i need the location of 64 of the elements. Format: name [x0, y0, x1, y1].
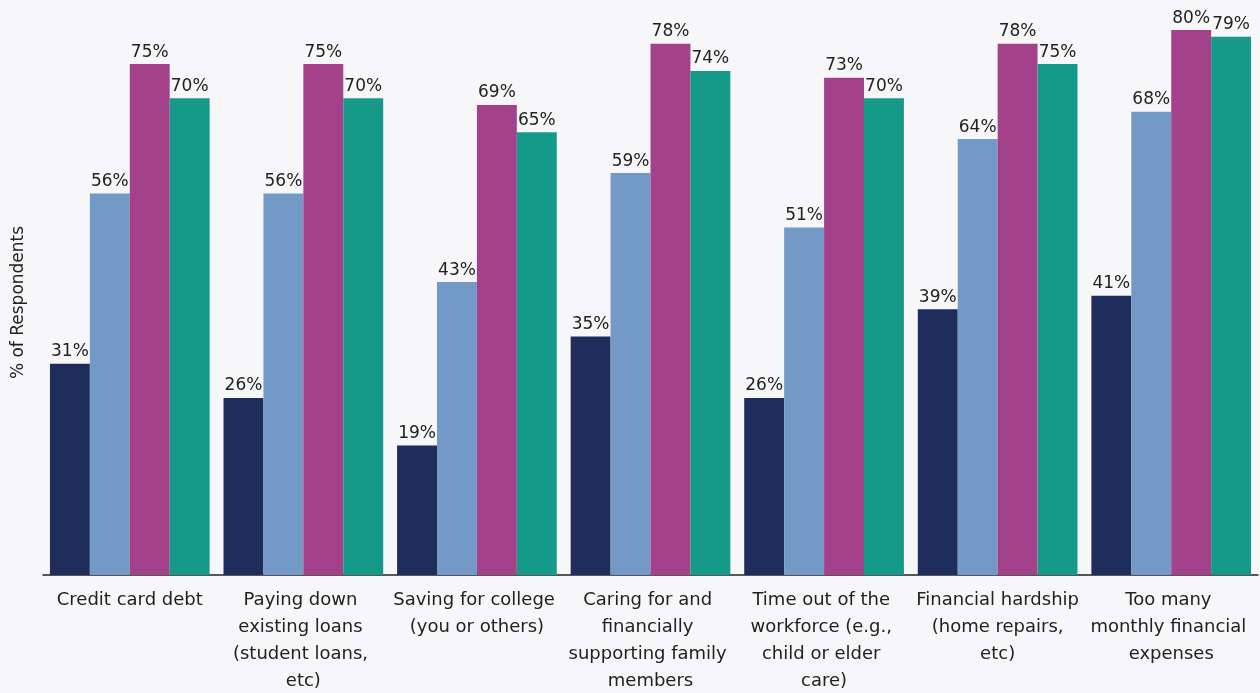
bar [824, 77, 864, 575]
bar [1131, 111, 1172, 575]
data-label: 79% [1212, 13, 1250, 34]
bar [957, 139, 998, 575]
y-axis-title: % of Respondents [6, 225, 27, 380]
data-label: 75% [304, 40, 343, 61]
data-label: 41% [1092, 272, 1131, 293]
data-label: 69% [477, 81, 516, 102]
data-label: 39% [918, 285, 957, 306]
bar [129, 64, 170, 575]
bar [650, 43, 691, 575]
bar [863, 98, 904, 575]
x-tick-label: Credit card debt [56, 588, 203, 609]
data-label: 56% [264, 170, 303, 190]
x-tick-label: Caring for and financially supporting family members [568, 588, 733, 690]
data-label: 31% [51, 340, 89, 361]
bar [690, 70, 731, 575]
bar [997, 43, 1038, 575]
bar [49, 363, 90, 575]
bar [1091, 295, 1132, 575]
data-label: 68% [1132, 88, 1171, 109]
data-label: 78% [651, 20, 690, 41]
x-tick-label: Time out of the workforce (e.g., child or elder care) [750, 588, 898, 690]
bar [223, 397, 264, 575]
bar [437, 282, 477, 575]
bar [343, 98, 384, 575]
data-label: 35% [571, 313, 610, 334]
x-tick-label: Financial hardship (home repairs, etc) [916, 588, 1079, 663]
bar [570, 336, 611, 575]
bar [1037, 64, 1078, 575]
bar [744, 397, 785, 575]
bar [1171, 30, 1212, 575]
data-label: 73% [825, 54, 863, 75]
x-tick-label: Saving for college (you or others) [393, 588, 561, 636]
bar [917, 309, 958, 575]
data-label: 70% [344, 74, 383, 95]
data-label: 80% [1172, 6, 1211, 27]
data-label: 75% [130, 40, 169, 61]
bar [610, 173, 651, 575]
data-label: 26% [745, 374, 784, 395]
data-label: 74% [691, 47, 730, 68]
data-label: 75% [1038, 40, 1077, 61]
data-label: 70% [170, 74, 209, 95]
bar [1211, 36, 1252, 575]
bar [303, 64, 344, 575]
data-label: 56% [90, 170, 129, 190]
bar [169, 98, 210, 575]
bar [784, 227, 825, 575]
data-label: 51% [785, 204, 824, 225]
data-label: 43% [438, 258, 476, 279]
bar [89, 193, 130, 575]
bar [516, 132, 557, 575]
data-label: 65% [517, 108, 556, 129]
data-label: 78% [998, 20, 1037, 41]
data-label: 70% [865, 74, 903, 95]
x-tick-label: Too many monthly financial expenses [1090, 588, 1253, 663]
x-tick-label: Paying down existing loans (student loans, etc) [232, 588, 374, 690]
bar [263, 193, 304, 575]
data-label: 26% [224, 374, 263, 395]
bar [397, 445, 438, 575]
bar [476, 104, 517, 575]
data-label: 64% [958, 115, 997, 136]
data-label: 19% [398, 422, 436, 443]
data-label: 59% [611, 149, 650, 170]
